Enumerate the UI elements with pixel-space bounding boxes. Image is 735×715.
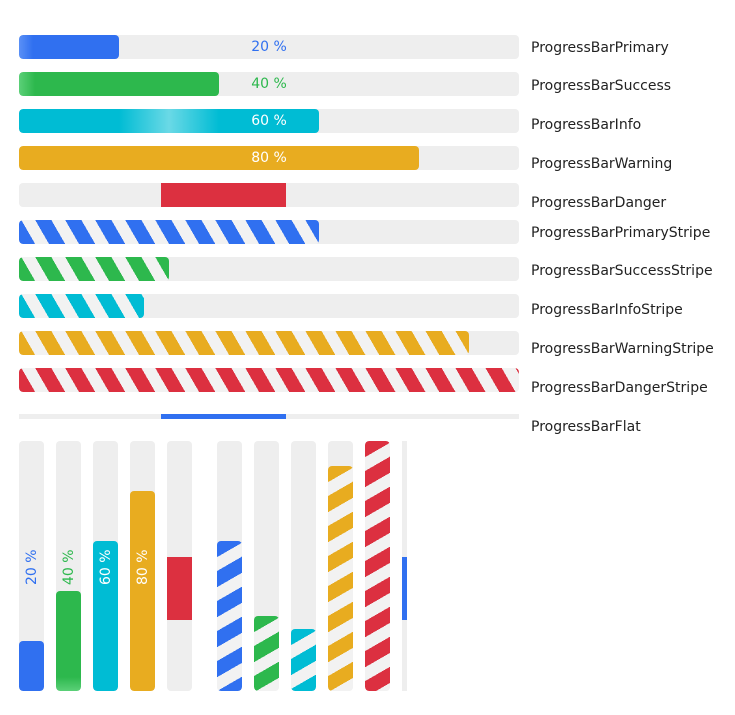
progress-fill-striped — [217, 541, 242, 691]
progress-percent: 80 % — [251, 150, 287, 166]
progress-fill-striped — [19, 368, 519, 392]
progress-label: ProgressBarFlat — [531, 419, 641, 435]
progress-track: 80 % — [19, 146, 519, 170]
progress-fill-striped — [328, 466, 353, 691]
progress-track — [19, 257, 519, 281]
vertical-progress-bar-info-stripe — [291, 441, 316, 691]
progress-percent: 60 % — [98, 549, 114, 585]
progress-fill — [130, 491, 155, 691]
progress-fill-striped — [19, 257, 169, 281]
progress-label: ProgressBarSuccessStripe — [531, 263, 713, 279]
progress-percent: 80 % — [135, 549, 151, 585]
progress-track — [19, 220, 519, 244]
progress-fill-striped — [365, 441, 390, 691]
progress-percent: 20 % — [251, 39, 287, 55]
progress-bar-success: 40 % ProgressBarSuccess — [19, 72, 735, 98]
progress-fill-striped — [254, 616, 279, 691]
progress-percent: 60 % — [251, 113, 287, 129]
progress-label: ProgressBarWarning — [531, 156, 673, 172]
progress-fill — [56, 591, 81, 691]
progress-track: 20 % — [19, 35, 519, 59]
progress-bar-primary: 20 % ProgressBarPrimary — [19, 35, 735, 61]
vertical-progress-bar-danger-stripe — [365, 441, 390, 691]
progress-percent: 40 % — [61, 549, 77, 585]
progress-fill — [19, 72, 219, 96]
progress-track: 40 % — [19, 72, 519, 96]
progress-track — [19, 331, 519, 355]
progress-percent: 40 % — [251, 76, 287, 92]
progress-label: ProgressBarWarningStripe — [531, 341, 714, 357]
progress-bar-flat: ProgressBarFlat — [19, 414, 735, 440]
progress-track — [19, 368, 519, 392]
vertical-progress-bar-primary: 20 % — [19, 441, 44, 691]
progress-bar-success-stripe: ProgressBarSuccessStripe — [19, 257, 735, 283]
progress-label: ProgressBarPrimaryStripe — [531, 225, 711, 241]
progress-track: 60 % — [19, 109, 519, 133]
progress-bar-warning-stripe: ProgressBarWarningStripe — [19, 331, 735, 357]
progress-label: ProgressBarDangerStripe — [531, 380, 708, 396]
vertical-progress-bar-info: 60 % — [93, 441, 118, 691]
progress-fill — [93, 541, 118, 691]
progress-bar-primary-stripe: ProgressBarPrimaryStripe — [19, 220, 735, 246]
vertical-progress-bar-warning: 80 % — [130, 441, 155, 691]
progress-label: ProgressBarInfoStripe — [531, 302, 683, 318]
progress-track — [19, 183, 519, 207]
progress-fill-indeterminate — [161, 414, 286, 419]
progress-fill-indeterminate — [402, 557, 407, 620]
progress-bar-danger-stripe: ProgressBarDangerStripe — [19, 368, 735, 396]
progress-fill-striped — [19, 294, 144, 318]
progress-track — [19, 294, 519, 318]
progress-bar-info: 60 % ProgressBarInfo — [19, 109, 735, 135]
progress-fill — [19, 641, 44, 691]
progress-bar-warning: 80 % ProgressBarWarning — [19, 146, 735, 172]
progress-label: ProgressBarDanger — [531, 195, 667, 211]
progress-label: ProgressBarSuccess — [531, 78, 672, 94]
progress-bar-danger: ProgressBarDanger — [19, 183, 735, 211]
progress-fill-striped — [291, 629, 316, 691]
vertical-progress-bar-success-stripe — [254, 441, 279, 691]
progress-label: ProgressBarPrimary — [531, 40, 669, 56]
vertical-progress-bar-primary-stripe — [217, 441, 242, 691]
progress-fill-indeterminate — [161, 183, 286, 207]
progress-fill — [19, 109, 319, 133]
progress-bar-info-stripe: ProgressBarInfoStripe — [19, 294, 735, 320]
progress-fill-indeterminate — [167, 557, 192, 620]
vertical-progress-bar-flat — [402, 441, 407, 691]
progress-percent: 20 % — [24, 549, 40, 585]
progress-fill-striped — [19, 220, 319, 244]
progress-fill-striped — [19, 331, 469, 355]
progress-fill — [19, 146, 419, 170]
progress-label: ProgressBarInfo — [531, 117, 642, 133]
progress-fill — [19, 35, 119, 59]
vertical-progress-bar-danger — [167, 441, 192, 691]
vertical-progress-bar-success: 40 % — [56, 441, 81, 691]
vertical-progress-bar-warning-stripe — [328, 441, 353, 691]
progress-track — [19, 414, 519, 419]
